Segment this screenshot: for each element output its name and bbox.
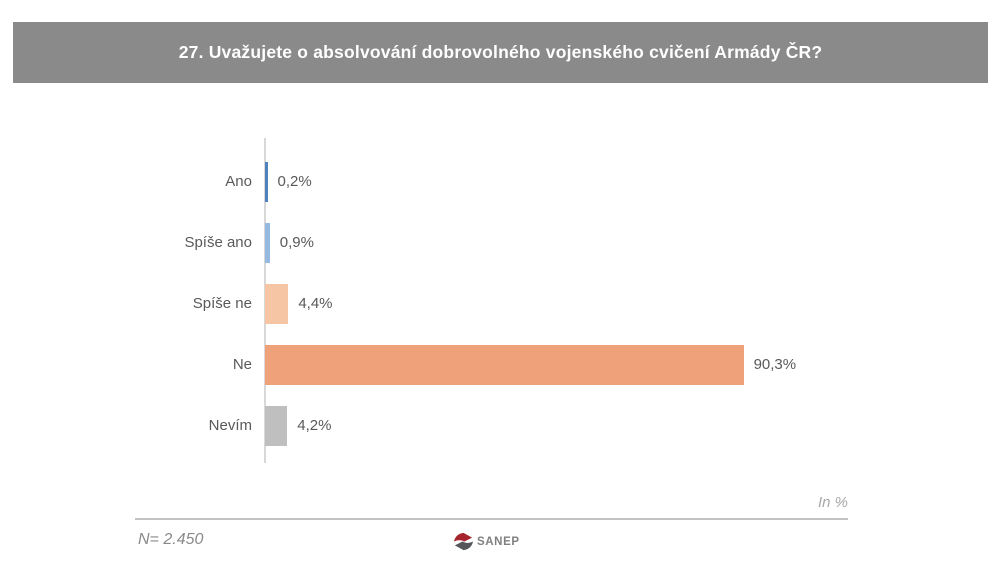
value-label: 90,3% bbox=[753, 356, 797, 373]
footer-divider bbox=[135, 518, 848, 520]
category-label: Ano bbox=[225, 173, 252, 190]
value-label: 4,2% bbox=[297, 417, 332, 434]
chart-row: Spíše ano 0,9% bbox=[0, 212, 1000, 273]
chart-row: Nevím 4,2% bbox=[0, 395, 1000, 456]
chart-row: Spíše ne 4,4% bbox=[0, 273, 1000, 334]
category-label: Nevím bbox=[208, 417, 252, 434]
bar-area: 90,3% bbox=[265, 344, 797, 385]
bar-area: 0,9% bbox=[265, 222, 314, 263]
bar-area: 4,2% bbox=[265, 405, 332, 446]
sample-size-label: N= 2.450 bbox=[138, 531, 204, 548]
sanep-logo: SANEP bbox=[452, 530, 520, 553]
category-label: Spíše ne bbox=[192, 295, 252, 312]
question-title-bar: 27. Uvažujete o absolvování dobrovolného… bbox=[13, 22, 988, 83]
question-title: 27. Uvažujete o absolvování dobrovolného… bbox=[178, 42, 823, 62]
category-label: Ne bbox=[232, 356, 252, 373]
chart-row: Ne 90,3% bbox=[0, 334, 1000, 395]
value-label: 0,2% bbox=[277, 173, 312, 190]
sanep-logo-icon bbox=[453, 532, 474, 551]
unit-note: In % bbox=[817, 494, 848, 511]
chart-rows: Ano 0,2% Spíše ano 0,9% Spíše ne 4,4% Ne 90,3% N… bbox=[0, 151, 1000, 456]
bar-area: 4,4% bbox=[265, 283, 333, 324]
bar bbox=[265, 405, 288, 446]
bar-area: 0,2% bbox=[265, 161, 312, 202]
chart-row: Ano 0,2% bbox=[0, 151, 1000, 212]
category-label: Spíše ano bbox=[184, 234, 252, 251]
bar bbox=[265, 161, 268, 202]
bar bbox=[265, 344, 744, 385]
sanep-logo-text: SANEP bbox=[477, 535, 520, 548]
value-label: 4,4% bbox=[298, 295, 333, 312]
bar bbox=[265, 222, 270, 263]
bar bbox=[265, 283, 289, 324]
value-label: 0,9% bbox=[279, 234, 314, 251]
